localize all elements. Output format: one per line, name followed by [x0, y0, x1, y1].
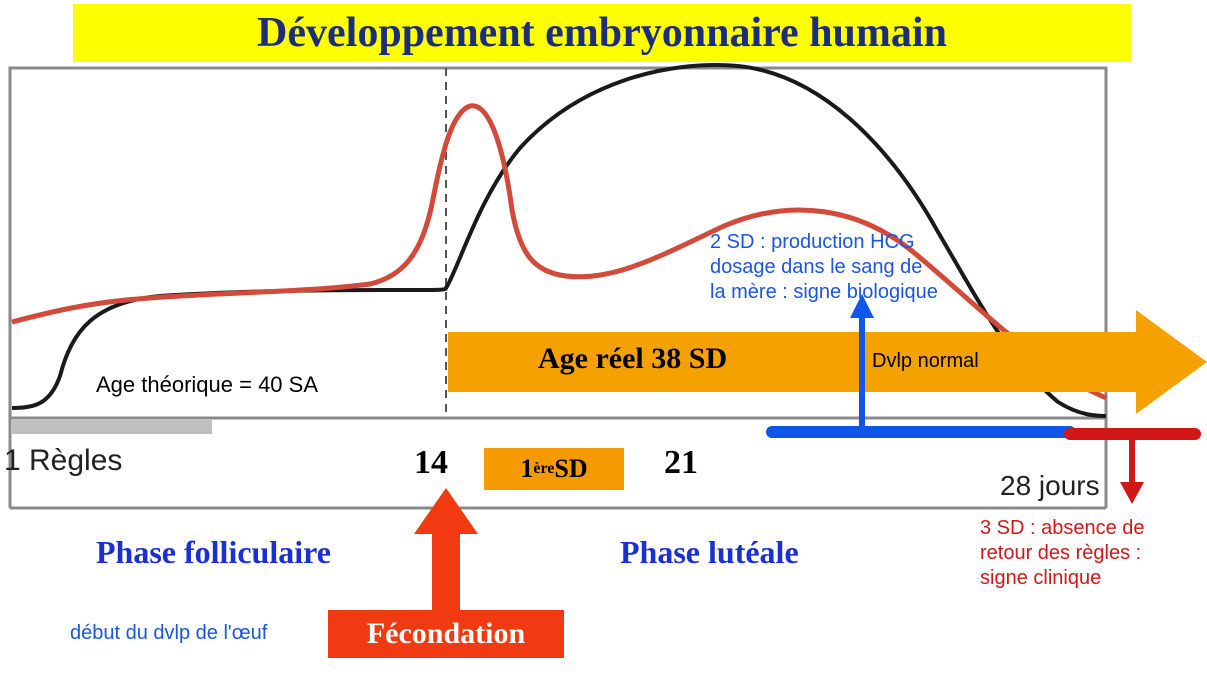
fecondation-box: Fécondation [328, 610, 564, 658]
red-arrow-head [1120, 482, 1144, 504]
annot-3sd-l1: 3 SD : absence de [980, 516, 1145, 541]
regles-label: 1 Règles [4, 444, 122, 478]
sd1-sup: ère [533, 460, 554, 478]
annot-3sd-l2: retour des règles : [980, 541, 1145, 566]
age-theorique-label: Age théorique = 40 SA [96, 372, 318, 398]
phase-luteale-label: Phase lutéale [620, 534, 799, 571]
sd1-post: SD [554, 454, 587, 484]
sd1-pre: 1 [520, 454, 533, 484]
day-14-label: 14 [414, 444, 448, 482]
regles-bar [12, 420, 212, 434]
annot-2sd-l1: 2 SD : production HCG [710, 230, 938, 255]
age-reel-label: Age réel 38 SD [538, 342, 727, 376]
day-21-label: 21 [664, 444, 698, 482]
title-bar: Développement embryonnaire humain [73, 4, 1131, 62]
first-sd-box: 1ère SD [484, 448, 624, 490]
annot-3sd-l3: signe clinique [980, 566, 1145, 591]
annotation-3sd: 3 SD : absence de retour des règles : si… [980, 516, 1145, 591]
dvlp-normal-label: Dvlp normal [872, 350, 979, 373]
phase-folliculaire-label: Phase folliculaire [96, 534, 331, 571]
annot-2sd-l2: dosage dans le sang de [710, 255, 938, 280]
debut-dvlp-label: début du dvlp de l'œuf [70, 622, 267, 645]
day-28-label: 28 jours [1000, 470, 1100, 502]
annot-2sd-l3: la mère : signe biologique [710, 280, 938, 305]
annotation-2sd: 2 SD : production HCG dosage dans le san… [710, 230, 938, 305]
